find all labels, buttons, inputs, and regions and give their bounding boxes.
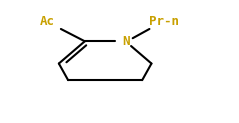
Text: N: N — [122, 35, 129, 48]
Text: Ac: Ac — [40, 15, 55, 28]
Text: Pr-n: Pr-n — [149, 15, 179, 28]
